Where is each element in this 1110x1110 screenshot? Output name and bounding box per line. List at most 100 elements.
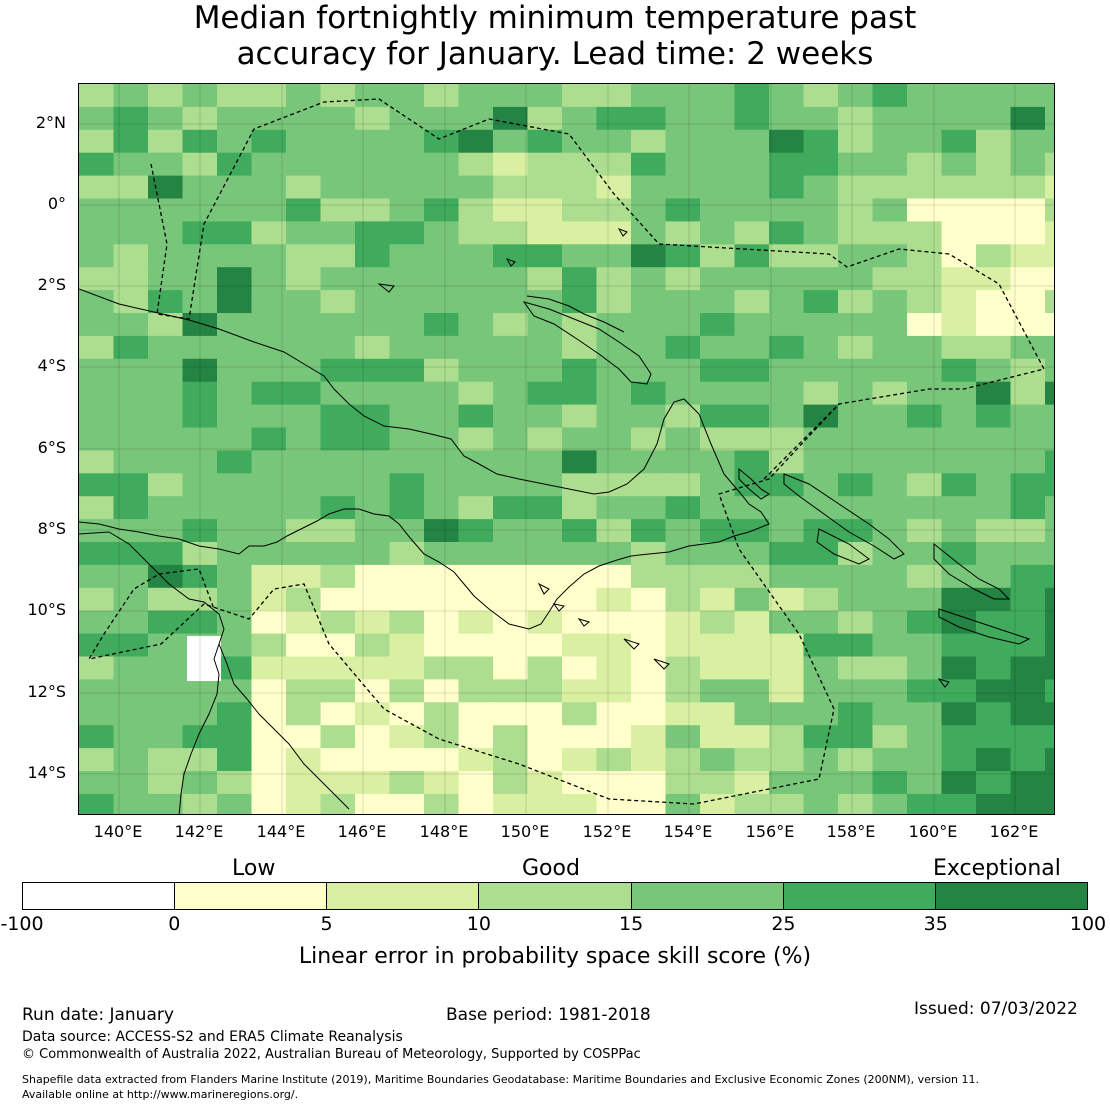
grid-cell (182, 610, 218, 635)
grid-cell (734, 404, 770, 429)
grid-cell (1045, 793, 1054, 814)
grid-cell (1045, 313, 1054, 337)
grid-cell (1045, 748, 1054, 772)
grid-cell (493, 427, 529, 451)
grid-cell (217, 587, 253, 612)
grid-cell (113, 152, 149, 177)
latitude-tick-label: 10°S (27, 600, 66, 619)
grid-cell (941, 84, 977, 108)
grid-cell (803, 702, 839, 726)
grid-cell (458, 221, 494, 245)
grid-cell (217, 221, 253, 245)
grid-cell (596, 610, 632, 635)
grid-cell (769, 496, 805, 520)
grid-cell (907, 496, 943, 520)
grid-cell (941, 633, 977, 658)
grid-cell (976, 496, 1012, 520)
grid-cell (355, 679, 391, 703)
grid-cell (631, 633, 667, 658)
grid-cell (976, 587, 1012, 612)
grid-cell (458, 473, 494, 497)
latitude-tick-label: 0° (47, 194, 66, 213)
shapefile-credit-line-2: Available online at http://www.marinereg… (22, 1088, 299, 1101)
grid-cell (79, 358, 115, 383)
longitude-tick-label: 144°E (256, 822, 306, 841)
grid-cell (148, 473, 184, 497)
grid-cell (562, 381, 598, 406)
grid-cell (527, 656, 563, 680)
grid-cell (803, 679, 839, 703)
grid-cell (113, 587, 149, 612)
grid-cell (803, 633, 839, 658)
grid-cell (907, 106, 943, 131)
grid-cell (734, 564, 770, 589)
grid-cell (217, 725, 253, 749)
grid-cell (734, 725, 770, 749)
grid-cell (941, 496, 977, 520)
grid-cell (286, 267, 322, 291)
grid-cell (148, 793, 184, 814)
grid-cell (1010, 633, 1046, 658)
grid-cell (286, 519, 322, 543)
grid-cell (562, 221, 598, 245)
grid-cell (320, 175, 356, 200)
grid-cell (596, 748, 632, 772)
grid-cell (769, 679, 805, 703)
grid-cell (113, 335, 149, 360)
grid-cell (389, 358, 425, 383)
grid-cell (355, 702, 391, 726)
grid-cell (907, 656, 943, 680)
grid-cell (355, 656, 391, 680)
grid-cell (562, 679, 598, 703)
grid-cell (838, 244, 874, 268)
grid-cell (562, 427, 598, 451)
grid-cell (907, 450, 943, 474)
grid-cell (562, 313, 598, 337)
grid-cell (631, 221, 667, 245)
grid-cell (665, 450, 701, 474)
grid-cell (941, 793, 977, 814)
grid-cell (182, 427, 218, 451)
grid-cell (113, 679, 149, 703)
northern-islands (377, 228, 950, 688)
grid-cell (217, 244, 253, 268)
grid-cell (320, 152, 356, 177)
grid-cell (596, 84, 632, 108)
grid-cell (79, 106, 115, 131)
latitude-tick-label: 6°S (37, 438, 66, 457)
grid-cell (1010, 725, 1046, 749)
grid-cell (631, 748, 667, 772)
grid-cell (941, 564, 977, 589)
grid-cell (148, 748, 184, 772)
grid-cell (458, 175, 494, 200)
grid-cell (562, 748, 598, 772)
grid-cell (1045, 496, 1054, 520)
grid-cell (493, 244, 529, 268)
grid-cell (527, 702, 563, 726)
grid-cell (527, 725, 563, 749)
grid-cell (734, 267, 770, 291)
grid-cell (148, 610, 184, 635)
grid-cell (320, 404, 356, 429)
grid-cell (148, 519, 184, 543)
grid-cell (355, 358, 391, 383)
grid-cell (941, 771, 977, 795)
grid-cell (596, 633, 632, 658)
grid-cell (286, 427, 322, 451)
grid-cell (251, 244, 287, 268)
grid-cell (1045, 175, 1054, 200)
grid-cell (1045, 771, 1054, 795)
grid-cell (562, 725, 598, 749)
coastlines (79, 228, 1031, 814)
title-line-2: accuracy for January. Lead time: 2 weeks (236, 36, 874, 72)
grid-cell (700, 587, 736, 612)
grid-cell (941, 358, 977, 383)
grid-cell (596, 793, 632, 814)
grid-cell (424, 496, 460, 520)
grid-cell (1045, 679, 1054, 703)
grid-cell (113, 427, 149, 451)
grid-cell (596, 702, 632, 726)
malaita-coast (933, 542, 1011, 600)
grid-cell (148, 633, 184, 658)
grid-cell (182, 84, 218, 108)
